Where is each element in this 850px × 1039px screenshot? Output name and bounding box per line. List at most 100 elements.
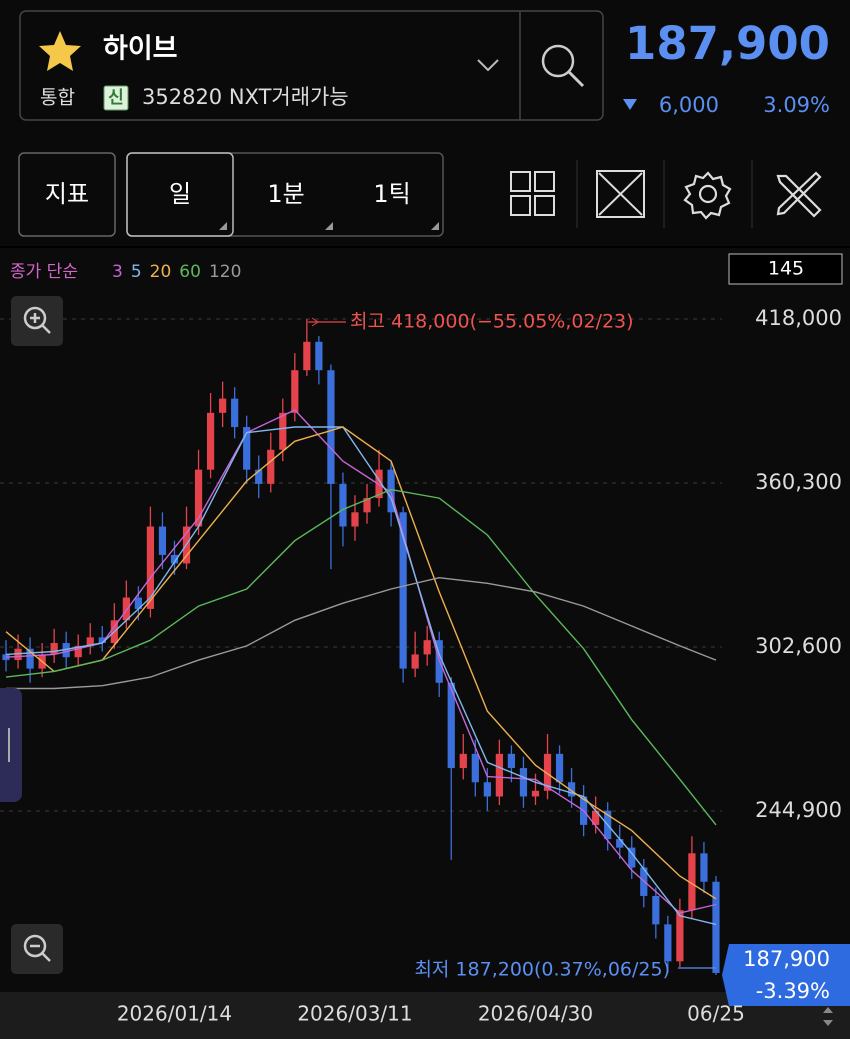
dropdown-chevron[interactable]: [477, 59, 499, 72]
candle-body: [303, 341, 311, 371]
moving-average-line: [5, 426, 717, 926]
candle-body: [219, 398, 227, 413]
candle-body: [98, 637, 106, 644]
moving-average-line: [5, 426, 717, 900]
candle-body: [74, 645, 82, 658]
candle-body: [351, 512, 359, 527]
candle-body: [62, 643, 70, 658]
candle-body: [459, 753, 467, 769]
indicator-name: 종가 단순: [10, 262, 78, 282]
candle-body: [543, 753, 552, 791]
zoom-out-button[interactable]: [11, 924, 63, 974]
period-tick[interactable]: 1틱: [373, 180, 410, 208]
moving-average-line: [5, 409, 717, 914]
period-minute[interactable]: 1분: [267, 180, 304, 208]
tools-icon[interactable]: [776, 171, 822, 218]
legend-item: 60: [179, 262, 201, 282]
last-price-tag: [722, 944, 850, 1006]
high-annotation: 최고 418,000(−55.05%,02/23): [350, 311, 634, 333]
candle-body: [411, 654, 419, 669]
candle-body: [471, 753, 479, 783]
candle-body: [315, 341, 323, 371]
candle-body: [399, 512, 407, 669]
zoom-out-icon: [23, 934, 51, 962]
price-change: 6,000: [659, 93, 719, 117]
candle-body: [447, 682, 455, 769]
candle-body: [507, 753, 516, 769]
legend: 3 5 20 60 120: [112, 262, 241, 282]
legend-item: 5: [131, 262, 142, 282]
candle-body: [291, 370, 299, 413]
toolbar-bg: [0, 142, 850, 246]
down-arrow: [623, 99, 637, 110]
candle-body: [231, 398, 239, 428]
candle-body: [423, 640, 431, 655]
market-label: 통합: [40, 87, 75, 109]
candle-body: [363, 498, 371, 513]
candle-body: [206, 412, 215, 470]
candle-body: [628, 847, 636, 868]
settings-icon[interactable]: [683, 171, 732, 220]
candle-body: [676, 910, 684, 962]
y-axis-bg: [722, 248, 850, 992]
candle-body: [700, 853, 708, 882]
y-tick-label: 244,900: [755, 798, 842, 822]
candle-body: [664, 924, 672, 962]
zoom-in-icon: [23, 306, 51, 334]
moving-average-line: [5, 488, 717, 826]
x-axis: 2026/01/14 2026/03/11 2026/04/30 06/25: [117, 1002, 745, 1026]
candle-body: [495, 753, 503, 797]
candle-body: [255, 469, 263, 484]
badge: 신: [108, 88, 124, 108]
search-box[interactable]: [19, 10, 604, 121]
layout-icon[interactable]: [510, 171, 555, 216]
x-tick-label: 2026/03/11: [297, 1002, 412, 1026]
candle-body: [158, 526, 167, 555]
period-selected[interactable]: [126, 152, 234, 237]
candle-body: [387, 469, 395, 513]
search-icon[interactable]: [541, 44, 575, 78]
search-icon-handle: [567, 70, 585, 88]
last-change: -3.39%: [756, 979, 830, 1003]
candle-body: [339, 483, 347, 527]
x-tick-label: 2026/04/30: [478, 1002, 593, 1026]
favorite-star[interactable]: [39, 31, 81, 71]
period-corner-marks: [219, 222, 439, 230]
period-day[interactable]: 일: [169, 180, 191, 208]
stock-code: 352820 NXT거래가능: [142, 85, 349, 109]
candle-body: [688, 853, 696, 911]
scroll-handle[interactable]: [0, 688, 22, 802]
header-bg: [0, 0, 850, 142]
zoom-in-button[interactable]: [11, 296, 63, 346]
y-tick-label: 302,600: [755, 634, 842, 658]
expand-icon[interactable]: [596, 170, 645, 218]
price-change-pct: 3.09%: [763, 93, 830, 117]
indicator-button[interactable]: [18, 152, 116, 237]
candle-body: [267, 449, 275, 484]
badge-bg: [103, 85, 129, 111]
x-tick-label: 2026/01/14: [117, 1002, 232, 1026]
low-annotation: 최저 187,200(0.37%,06/25): [414, 959, 670, 981]
candle-body: [243, 427, 251, 470]
legend-item: 3: [112, 262, 123, 282]
legend-item: 120: [209, 262, 241, 282]
candle-body: [652, 895, 660, 925]
candle-body: [616, 839, 624, 848]
axis-scroll[interactable]: [823, 1007, 833, 1026]
moving-average-line: [6, 576, 717, 690]
candle-body: [26, 648, 34, 669]
candle-body: [14, 648, 22, 661]
candle-body: [712, 881, 720, 973]
last-price: 187,900: [743, 947, 830, 971]
candle-body: [194, 469, 203, 527]
candle-body: [592, 810, 600, 825]
count-box[interactable]: [728, 253, 843, 285]
indicator-label: 지표: [45, 180, 89, 208]
plot: [0, 318, 722, 975]
candle-body: [146, 526, 155, 609]
candle-body: [86, 637, 94, 646]
count-label: 145: [768, 258, 804, 280]
x-tick-label: 06/25: [687, 1002, 745, 1026]
